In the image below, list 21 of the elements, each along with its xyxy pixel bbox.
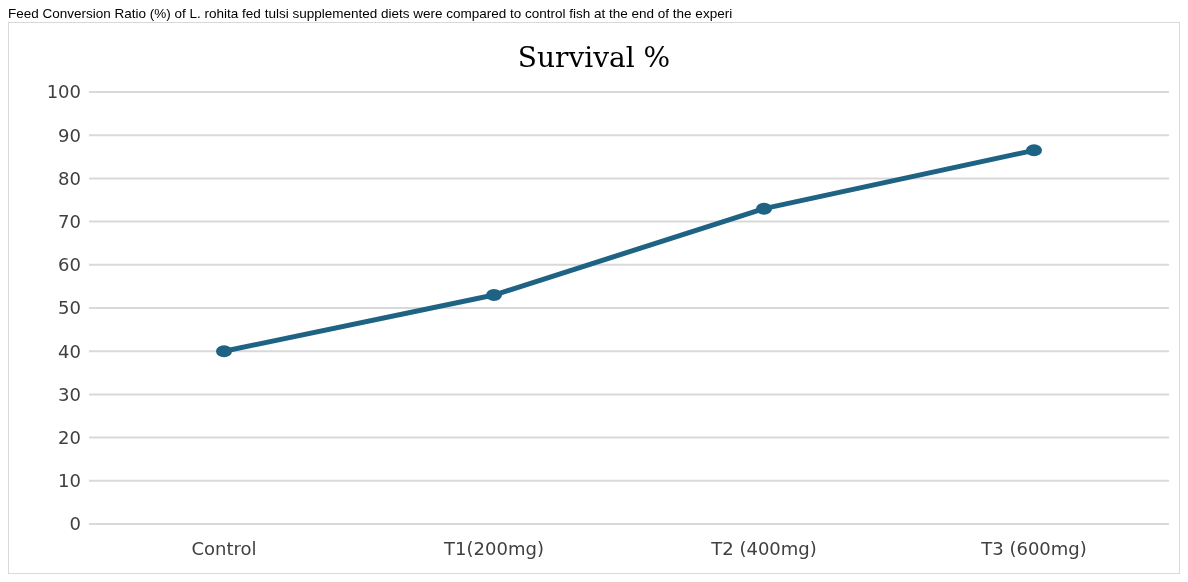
y-tick-label: 30: [58, 383, 81, 405]
x-tick-label: Control: [191, 537, 257, 559]
y-tick-label: 10: [58, 470, 81, 492]
point: [1026, 144, 1042, 157]
y-tick-label: 40: [58, 340, 81, 362]
text: Feed Conversion Ratio (%) of L. rohita fed tulsi supplemented diets were compared to control fish at the end of the experi: [8, 6, 734, 21]
y-tick-label: 0: [69, 513, 81, 535]
chart-title: Survival %: [516, 41, 672, 74]
point: [486, 289, 502, 302]
y-tick-label: 100: [46, 81, 81, 103]
x-tick-label: T3 (600mg): [980, 537, 1087, 559]
point: [216, 345, 232, 358]
y-tick-label: 50: [58, 297, 81, 319]
y-tick-label: 80: [58, 167, 81, 189]
point: [756, 202, 772, 215]
y-tick-label: 70: [58, 210, 81, 232]
y-tick-label: 90: [58, 124, 81, 146]
x-tick-label: T2 (400mg): [710, 537, 817, 559]
x-tick-label: T1(200mg): [443, 537, 544, 559]
y-tick-label: 20: [58, 426, 81, 448]
y-tick-label: 60: [58, 254, 81, 276]
